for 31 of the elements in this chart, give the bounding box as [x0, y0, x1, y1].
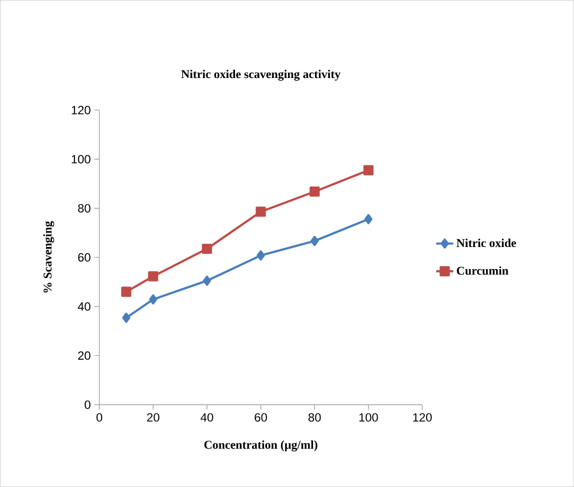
point — [202, 244, 212, 254]
point — [363, 165, 374, 176]
y-tick-label: 0 — [84, 400, 90, 409]
x-tick-label: 40 — [200, 413, 214, 422]
y-tick-label: 80 — [78, 204, 90, 212]
legend-label: Curcumin — [456, 266, 508, 275]
x-axis-title: Concentration (µg/ml) — [204, 440, 318, 452]
y-tick-label: 100 — [72, 154, 90, 164]
y-tick-label: 40 — [78, 302, 90, 311]
point — [310, 236, 319, 246]
x-tick-label: 80 — [308, 413, 321, 422]
x-tick-label: 120 — [413, 413, 432, 422]
point — [121, 286, 132, 297]
point — [310, 186, 320, 197]
chart-title: Nitric oxide scavenging activity — [181, 70, 340, 81]
point — [122, 312, 130, 323]
y-axis-title: % Scavenging — [43, 221, 54, 292]
point — [148, 271, 158, 282]
y-tick-label: 20 — [78, 351, 90, 360]
point — [256, 250, 265, 260]
x-tick-label: 60 — [254, 413, 267, 422]
legend-label: Nitric oxide — [456, 238, 516, 248]
point — [256, 206, 266, 217]
y-tick-label: 60 — [78, 253, 90, 262]
point — [149, 294, 158, 304]
point — [202, 276, 212, 286]
x-tick-label: 20 — [147, 413, 160, 422]
point — [364, 214, 373, 224]
x-tick-label: 100 — [359, 413, 378, 422]
x-tick-label: 0 — [96, 413, 102, 422]
y-tick-label: 120 — [72, 106, 90, 114]
